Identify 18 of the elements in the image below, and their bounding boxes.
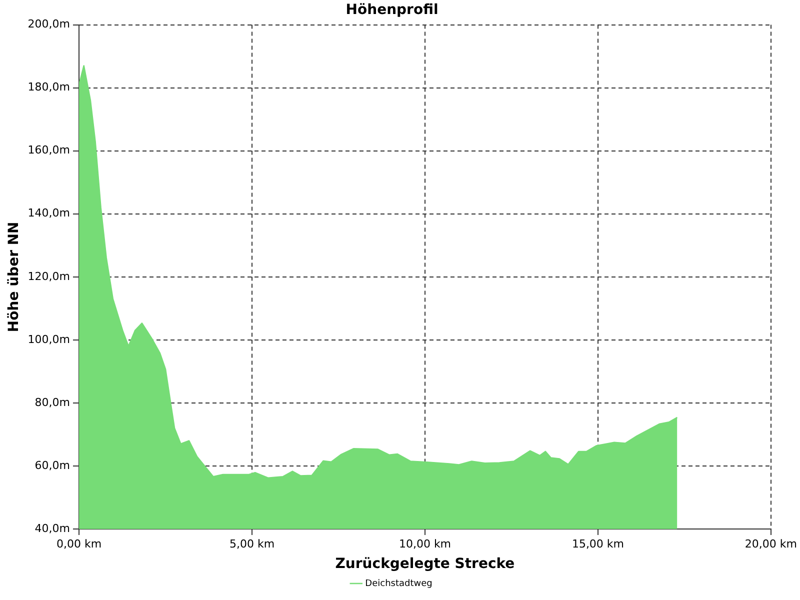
y-tick-label: 80,0m xyxy=(34,396,70,409)
x-axis-title: Zurückgelegte Strecke xyxy=(335,556,515,572)
y-tick-label: 100,0m xyxy=(28,332,70,346)
y-axis-title: Höhe über NN xyxy=(6,222,22,332)
x-tick-label: 10,00 km xyxy=(398,537,452,550)
y-tick-label: 60,0m xyxy=(34,458,70,472)
x-tick-label: 0,00 km xyxy=(56,537,102,550)
y-tick-label: 140,0m xyxy=(28,206,70,220)
y-tick-label: 120,0m xyxy=(28,270,70,283)
y-tick-label: 40,0m xyxy=(34,522,70,535)
x-tick-label: 20,00 km xyxy=(744,537,798,550)
y-tick-label: 180,0m xyxy=(28,80,70,94)
legend-label: Deichstadtweg xyxy=(365,578,432,589)
y-tick-label: 160,0m xyxy=(28,144,70,157)
chart-title: Höhenprofil xyxy=(346,2,438,18)
x-tick-label: 5,00 km xyxy=(229,537,275,550)
x-tick-label: 15,00 km xyxy=(572,537,624,550)
y-tick-label: 200,0m xyxy=(28,18,70,31)
